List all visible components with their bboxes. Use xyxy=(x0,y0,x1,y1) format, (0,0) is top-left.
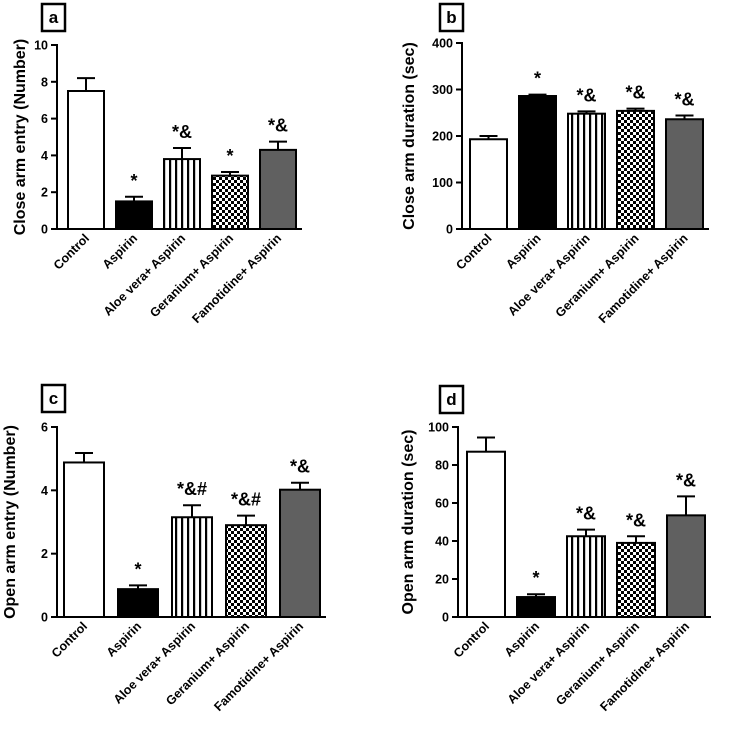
significance-mark: *&# xyxy=(231,490,261,510)
x-category-label: Aspirin xyxy=(503,231,543,271)
x-category-label: Control xyxy=(51,231,92,272)
x-category-label: Famotidine+ Aspirin xyxy=(211,619,306,714)
bar-geranium-aspirin xyxy=(211,174,249,230)
y-tick-label: 60 xyxy=(435,497,449,511)
significance-mark: *& xyxy=(268,116,288,136)
panel-b: b 0 100 200 300 400 Close arm duration (sec) Co… xyxy=(401,2,709,326)
significance-mark: *& xyxy=(172,122,192,142)
y-axis-title: Close arm duration (sec) xyxy=(401,42,418,230)
y-axis-title: Open arm duration (sec) xyxy=(400,430,417,615)
y-tick-label: 0 xyxy=(442,611,449,625)
bar-aloe-vera-aspirin xyxy=(163,158,201,230)
x-category-label: Aspirin xyxy=(502,619,542,659)
y-tick-label: 400 xyxy=(432,37,453,51)
bar-control xyxy=(469,138,508,231)
significance-mark: * xyxy=(130,171,137,191)
bar-geranium-aspirin xyxy=(616,541,656,619)
y-tick-label: 2 xyxy=(41,186,48,200)
panel-label-c: c xyxy=(40,383,67,414)
y-tick-label: 4 xyxy=(41,484,48,498)
y-tick-label: 6 xyxy=(41,112,48,126)
significance-mark: * xyxy=(226,146,233,166)
bar-control xyxy=(63,461,105,619)
x-category-label: Control xyxy=(453,231,494,272)
significance-mark: *& xyxy=(676,470,696,490)
bar-aspirin xyxy=(518,95,557,231)
x-category-label: Famotidine+ Aspirin xyxy=(597,619,692,714)
significance-mark: *& xyxy=(576,85,596,105)
panel-d: d 0 20 40 60 80 100 Open arm duration (sec) Cont… xyxy=(400,384,711,714)
y-tick-label: 4 xyxy=(41,149,48,163)
x-category-label: Aspirin xyxy=(100,231,140,271)
bar-aloe-vera-aspirin xyxy=(566,535,606,618)
y-tick-label: 2 xyxy=(41,547,48,561)
bar-geranium-aspirin xyxy=(225,524,267,619)
bar-control xyxy=(466,450,506,619)
panel-letter-c: c xyxy=(49,389,58,408)
significance-mark: *& xyxy=(626,510,646,530)
x-category-label: Geranium+ Aspirin xyxy=(553,619,642,708)
panel-a: a 0 2 4 6 8 10 Close arm entry (Number) Control *… xyxy=(12,2,302,326)
y-axis-title: Close arm entry (Number) xyxy=(12,39,29,236)
panel-label-a: a xyxy=(40,2,67,33)
x-category-label: Aspirin xyxy=(104,619,144,659)
bar-control xyxy=(67,90,105,230)
x-category-label: Aloe vera+ Aspirin xyxy=(101,231,188,318)
y-tick-label: 80 xyxy=(435,459,449,473)
y-tick-label: 6 xyxy=(41,421,48,435)
panel-label-d: d xyxy=(438,384,465,415)
bar-famotidine-aspirin xyxy=(666,514,706,618)
x-category-label: Famotidine+ Aspirin xyxy=(189,231,284,326)
y-tick-label: 0 xyxy=(41,611,48,625)
y-axis-title: Open arm entry (Number) xyxy=(2,425,19,619)
y-tick-label: 10 xyxy=(34,39,48,53)
y-tick-label: 300 xyxy=(432,83,453,97)
significance-mark: * xyxy=(532,568,539,588)
panel-letter-a: a xyxy=(49,8,59,27)
y-tick-label: 0 xyxy=(41,223,48,237)
significance-mark: *& xyxy=(674,90,694,110)
y-tick-label: 0 xyxy=(446,223,453,237)
significance-mark: *&# xyxy=(177,479,207,499)
panel-label-b: b xyxy=(438,2,465,33)
bar-aspirin xyxy=(516,596,556,618)
x-category-label: Geranium+ Aspirin xyxy=(553,231,642,320)
panel-letter-d: d xyxy=(446,390,456,409)
x-category-label: Control xyxy=(451,619,492,660)
bar-aspirin xyxy=(115,200,153,230)
x-category-label: Aloe vera+ Aspirin xyxy=(505,231,592,318)
y-tick-label: 8 xyxy=(41,75,48,89)
x-category-label: Famotidine+ Aspirin xyxy=(596,231,691,326)
significance-mark: *& xyxy=(576,504,596,524)
significance-mark: *& xyxy=(625,83,645,103)
bar-aloe-vera-aspirin xyxy=(567,112,606,230)
bar-famotidine-aspirin xyxy=(259,148,297,231)
significance-mark: * xyxy=(134,559,141,579)
y-tick-label: 40 xyxy=(435,535,449,549)
y-tick-label: 200 xyxy=(432,130,453,144)
significance-mark: *& xyxy=(290,457,310,477)
panel-letter-b: b xyxy=(446,8,456,27)
bar-geranium-aspirin xyxy=(616,109,655,230)
significance-mark: * xyxy=(534,69,541,89)
bar-aloe-vera-aspirin xyxy=(171,516,213,618)
y-tick-label: 20 xyxy=(435,573,449,587)
y-tick-label: 100 xyxy=(428,421,449,435)
y-tick-label: 100 xyxy=(432,176,453,190)
x-category-label: Geranium+ Aspirin xyxy=(147,231,236,320)
bar-famotidine-aspirin xyxy=(279,488,321,619)
bar-aspirin xyxy=(117,588,159,619)
bar-famotidine-aspirin xyxy=(665,118,704,230)
x-category-label: Control xyxy=(49,619,90,660)
panel-c: c 0 2 4 6 Open arm entry (Number) Control * Aspi… xyxy=(2,383,326,714)
